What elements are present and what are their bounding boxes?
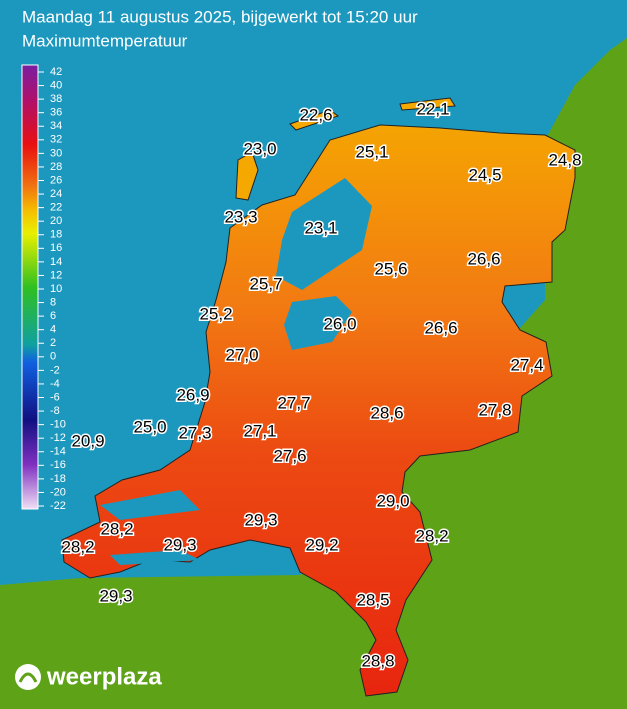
legend-label: 24 xyxy=(50,188,62,200)
legend-label: 28 xyxy=(50,161,62,173)
legend-label: 20 xyxy=(50,215,62,227)
temperature-label: 28,2 xyxy=(415,526,448,545)
legend-label: -10 xyxy=(50,419,66,431)
logo: weerplaza xyxy=(46,663,162,690)
temperature-label: 29,3 xyxy=(163,535,196,554)
map-title: Maandag 11 augustus 2025, bijgewerkt tot… xyxy=(22,7,418,26)
legend-label: 12 xyxy=(50,269,62,281)
temperature-label: 27,4 xyxy=(510,355,543,374)
temperature-label: 26,0 xyxy=(323,314,356,333)
temperature-label: 28,2 xyxy=(61,537,94,556)
legend-label: -14 xyxy=(50,446,66,458)
legend-label: -16 xyxy=(50,459,66,471)
temperature-label: 26,6 xyxy=(467,249,500,268)
temperature-label: 20,9 xyxy=(71,431,104,450)
temperature-label: 28,5 xyxy=(356,590,389,609)
temperature-label: 27,7 xyxy=(277,393,310,412)
legend-label: 36 xyxy=(50,107,62,119)
temperature-label: 23,0 xyxy=(243,139,276,158)
legend-label: 10 xyxy=(50,283,62,295)
legend-label: -4 xyxy=(50,378,60,390)
legend-label: 8 xyxy=(50,296,56,308)
legend-label: -8 xyxy=(50,405,60,417)
temperature-label: 25,2 xyxy=(199,304,232,323)
map-subtitle: Maximumtemperatuur xyxy=(22,31,188,50)
temperature-label: 27,1 xyxy=(243,421,276,440)
legend-label: -6 xyxy=(50,391,60,403)
temperature-label: 24,8 xyxy=(548,150,581,169)
legend-label: -20 xyxy=(50,486,66,498)
temperature-label: 27,0 xyxy=(225,345,258,364)
logo-icon xyxy=(15,664,41,690)
land-neighbours xyxy=(0,38,627,709)
ijsselmeer xyxy=(276,178,372,290)
legend-label: -22 xyxy=(50,500,66,512)
temperature-label: 25,7 xyxy=(249,274,282,293)
legend-label: 40 xyxy=(50,79,62,91)
temperature-label: 25,0 xyxy=(133,417,166,436)
texel xyxy=(235,151,259,201)
temperature-label: 27,6 xyxy=(273,446,306,465)
markermeer xyxy=(284,296,352,350)
logo-icon-mark xyxy=(18,672,38,683)
legend-label: 42 xyxy=(50,66,62,78)
temperature-label: 29,3 xyxy=(99,586,132,605)
temperature-label: 23,1 xyxy=(304,218,337,237)
temperature-label: 22,6 xyxy=(299,105,332,124)
legend-label: 4 xyxy=(50,324,56,336)
temperature-label: 28,6 xyxy=(370,403,403,422)
legend-label: 26 xyxy=(50,174,62,186)
temperature-label: 27,8 xyxy=(478,400,511,419)
estuaries xyxy=(100,490,200,565)
ameland xyxy=(399,97,456,111)
legend-label: 6 xyxy=(50,310,56,322)
legend-label: 14 xyxy=(50,256,62,268)
legend-label: 16 xyxy=(50,242,62,254)
temperature-label: 28,2 xyxy=(100,519,133,538)
temperature-label: 25,1 xyxy=(355,142,388,161)
temperature-label: 26,9 xyxy=(176,385,209,404)
temperature-label: 23,3 xyxy=(224,207,257,226)
temperature-label: 28,8 xyxy=(361,651,394,670)
temperature-label: 29,0 xyxy=(376,491,409,510)
legend-label: -18 xyxy=(50,473,66,485)
temperature-label: 25,6 xyxy=(374,259,407,278)
legend-label: 38 xyxy=(50,93,62,105)
legend-label: -2 xyxy=(50,364,60,376)
temperature-label: 27,3 xyxy=(178,423,211,442)
temperature-label: 29,2 xyxy=(305,535,338,554)
legend-label: -12 xyxy=(50,432,66,444)
legend-label: 18 xyxy=(50,229,62,241)
legend-label: 22 xyxy=(50,202,62,214)
legend-label: 32 xyxy=(50,134,62,146)
legend-label: 30 xyxy=(50,147,62,159)
temperature-label: 24,5 xyxy=(468,165,501,184)
temperature-label: 22,1 xyxy=(416,99,449,118)
colorbar xyxy=(21,64,39,510)
legend-label: 2 xyxy=(50,337,56,349)
legend-label: 34 xyxy=(50,120,62,132)
temperature-label: 26,6 xyxy=(424,318,457,337)
legend-label: 0 xyxy=(50,351,56,363)
temperature-label: 29,3 xyxy=(244,510,277,529)
terschelling xyxy=(289,109,340,131)
netherlands xyxy=(61,124,576,697)
